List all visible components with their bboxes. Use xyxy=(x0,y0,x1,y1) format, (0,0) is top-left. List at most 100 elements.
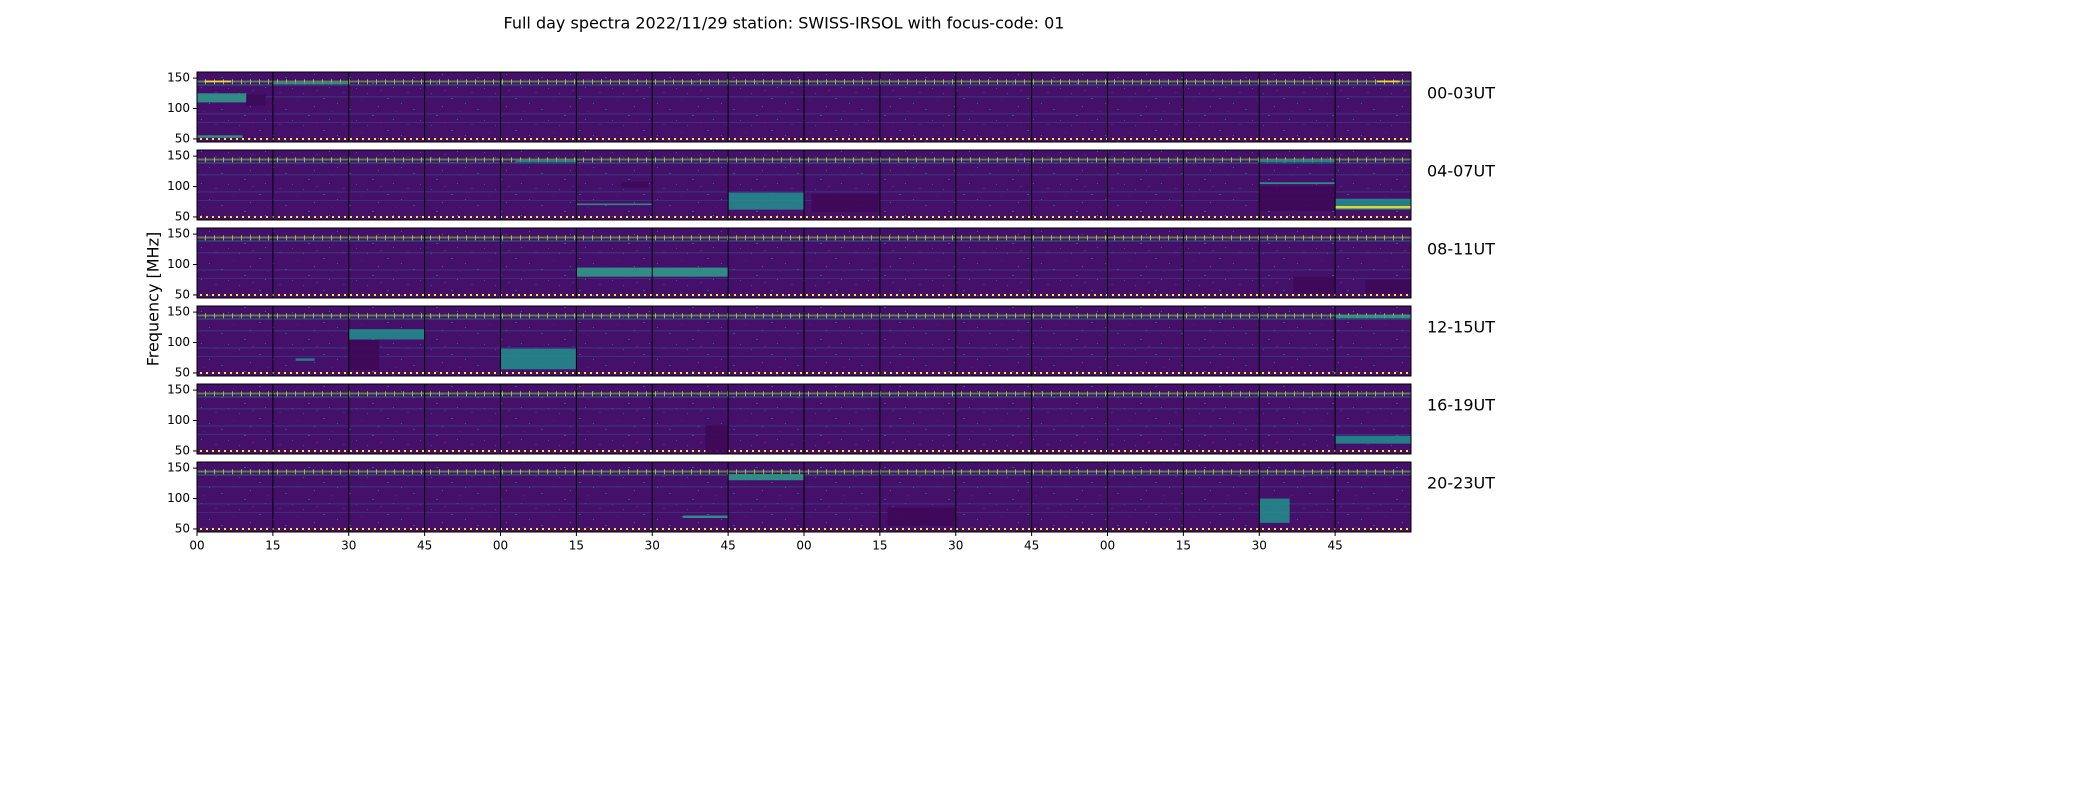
calibration-marker xyxy=(1268,294,1270,296)
calibration-marker xyxy=(518,216,520,218)
calibration-marker xyxy=(950,372,952,374)
burst-tick xyxy=(322,469,323,475)
burst-tick xyxy=(961,157,962,163)
calibration-marker xyxy=(1064,450,1066,452)
calibration-marker xyxy=(818,372,820,374)
calibration-marker xyxy=(1052,294,1054,296)
burst-tick xyxy=(1357,469,1358,475)
burst-tick xyxy=(1069,235,1070,241)
burst-tick xyxy=(709,157,710,163)
calibration-marker xyxy=(1172,528,1174,530)
calibration-marker xyxy=(200,216,202,218)
calibration-marker xyxy=(926,528,928,530)
calibration-marker xyxy=(512,216,514,218)
calibration-marker xyxy=(704,450,706,452)
calibration-marker xyxy=(308,138,310,140)
calibration-marker xyxy=(230,216,232,218)
calibration-marker xyxy=(446,528,448,530)
calibration-marker xyxy=(296,216,298,218)
burst-tick xyxy=(1024,157,1025,163)
burst-tick xyxy=(943,391,944,397)
burst-tick xyxy=(349,391,350,397)
calibration-marker xyxy=(542,528,544,530)
calibration-marker xyxy=(1136,528,1138,530)
burst-tick xyxy=(646,313,647,319)
calibration-marker xyxy=(1010,216,1012,218)
calibration-marker xyxy=(908,528,910,530)
calibration-marker xyxy=(236,216,238,218)
calibration-marker xyxy=(404,294,406,296)
calibration-marker xyxy=(1346,372,1348,374)
calibration-marker xyxy=(1058,528,1060,530)
row-frame xyxy=(196,305,1412,377)
calibration-marker xyxy=(770,294,772,296)
calibration-marker xyxy=(1358,372,1360,374)
calibration-marker xyxy=(1214,216,1216,218)
calibration-marker xyxy=(536,216,538,218)
burst-tick xyxy=(979,235,980,241)
calibration-marker xyxy=(872,372,874,374)
calibration-marker xyxy=(1220,450,1222,452)
calibration-marker xyxy=(644,372,646,374)
burst-tick xyxy=(1330,79,1331,85)
calibration-marker xyxy=(320,450,322,452)
calibration-marker xyxy=(578,216,580,218)
burst-tick xyxy=(295,235,296,241)
burst-tick xyxy=(583,235,584,241)
burst-tick xyxy=(808,79,809,85)
burst-tick xyxy=(376,157,377,163)
calibration-marker xyxy=(998,216,1000,218)
calibration-marker xyxy=(1352,138,1354,140)
burst-tick xyxy=(1087,79,1088,85)
calibration-marker xyxy=(944,216,946,218)
calibration-marker xyxy=(1070,294,1072,296)
burst-tick xyxy=(1150,157,1151,163)
calibration-marker xyxy=(1370,450,1372,452)
calibration-marker xyxy=(1094,294,1096,296)
burst-tick xyxy=(952,235,953,241)
calibration-marker xyxy=(368,294,370,296)
calibration-marker xyxy=(1094,450,1096,452)
burst-tick xyxy=(1276,391,1277,397)
burst-tick xyxy=(583,469,584,475)
y-tick-label: 50 xyxy=(175,209,190,223)
calibration-marker xyxy=(632,216,634,218)
burst-tick xyxy=(331,391,332,397)
calibration-marker xyxy=(1268,528,1270,530)
y-tick-label: 50 xyxy=(175,443,190,457)
calibration-marker xyxy=(560,216,562,218)
burst-tick xyxy=(1006,79,1007,85)
calibration-marker xyxy=(524,294,526,296)
burst-tick xyxy=(322,235,323,241)
calibration-marker xyxy=(824,216,826,218)
burst-tick xyxy=(223,157,224,163)
calibration-marker xyxy=(482,450,484,452)
calibration-marker xyxy=(1322,372,1324,374)
burst-tick xyxy=(655,469,656,475)
calibration-marker xyxy=(206,372,208,374)
calibration-marker xyxy=(914,216,916,218)
calibration-marker xyxy=(1352,372,1354,374)
calibration-marker xyxy=(956,372,958,374)
calibration-marker xyxy=(338,138,340,140)
calibration-marker xyxy=(212,294,214,296)
burst-tick xyxy=(898,313,899,319)
burst-tick xyxy=(1267,79,1268,85)
burst-tick xyxy=(1249,391,1250,397)
burst-tick xyxy=(943,469,944,475)
burst-tick xyxy=(250,79,251,85)
calibration-marker xyxy=(902,138,904,140)
burst-tick xyxy=(916,79,917,85)
calibration-marker xyxy=(992,216,994,218)
calibration-marker xyxy=(932,528,934,530)
calibration-marker xyxy=(770,528,772,530)
calibration-marker xyxy=(1040,450,1042,452)
burst-tick xyxy=(439,391,440,397)
calibration-marker xyxy=(464,372,466,374)
burst-tick xyxy=(394,313,395,319)
burst-tick xyxy=(1204,313,1205,319)
burst-tick xyxy=(565,469,566,475)
burst-tick xyxy=(727,391,728,397)
calibration-marker xyxy=(872,294,874,296)
calibration-marker xyxy=(1052,216,1054,218)
